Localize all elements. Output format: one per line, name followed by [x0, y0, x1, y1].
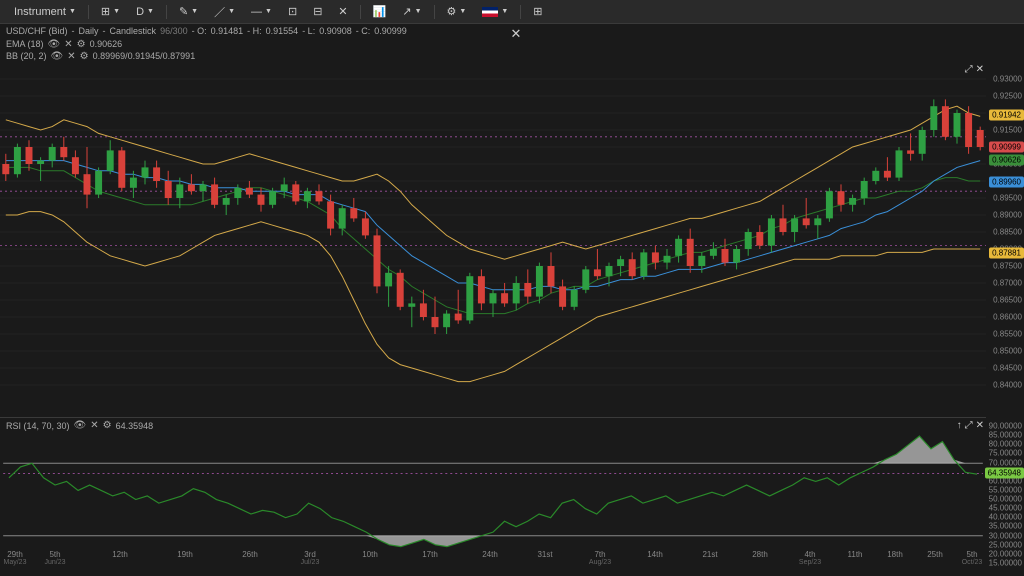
shape-btn[interactable]: ⊟ — [307, 2, 328, 21]
rsi-panel-close-icon[interactable]: ✕ — [976, 420, 984, 431]
rsi-chart[interactable]: ↑ ⤢ ✕ — [0, 417, 986, 572]
bb-info: BB (20, 2) 👁 ✕ ⚙ 0.89969/0.91945/0.87991 — [0, 50, 1024, 62]
bb-visibility-icon[interactable]: 👁 — [51, 51, 64, 62]
close-icon[interactable]: ✕ — [508, 26, 524, 42]
draw-btn[interactable]: ✎ ▼ — [173, 2, 204, 21]
bb-settings-icon[interactable]: ⚙ — [80, 51, 89, 62]
line-btn[interactable]: ／ ▼ — [208, 1, 241, 23]
rsi-settings-icon[interactable]: ⚙ — [103, 420, 112, 431]
instrument-dropdown[interactable]: Instrument ▼ — [8, 3, 82, 21]
rsi-up-icon[interactable]: ↑ — [957, 420, 962, 431]
expand-icon[interactable]: ⤢ — [965, 64, 973, 75]
rsi-info: RSI (14, 70, 30) 👁 ✕ ⚙ 64.35948 — [6, 420, 153, 431]
timeframe-btn[interactable]: D ▼ — [130, 3, 160, 21]
layout-btn[interactable]: ⊞ — [527, 2, 548, 21]
share-btn[interactable]: ↗ ▼ — [396, 2, 427, 21]
crosshair-btn[interactable]: ✕ — [332, 2, 353, 21]
ema-visibility-icon[interactable]: 👁 — [48, 39, 61, 50]
price-y-axis: 0.930000.925000.920000.915000.910000.905… — [986, 62, 1024, 402]
rsi-close-icon[interactable]: ✕ — [90, 420, 98, 431]
toolbar: Instrument ▼ ⊞ ▼ D ▼ ✎ ▼ ／ ▼ — ▼ ⊡ ⊟ ✕ 📊… — [0, 0, 1024, 24]
text-btn[interactable]: — ▼ — [245, 3, 278, 21]
candle-type-btn[interactable]: ⊞ ▼ — [95, 2, 126, 21]
rsi-y-axis: 90.0000085.0000080.0000075.0000070.00000… — [986, 417, 1024, 572]
panel-close-icon[interactable]: ✕ — [976, 64, 984, 75]
settings-btn[interactable]: ⚙ ▼ — [441, 2, 473, 21]
ema-close-icon[interactable]: ✕ — [64, 39, 72, 50]
flag-btn[interactable]: ▼ — [476, 4, 514, 20]
rsi-visibility-icon[interactable]: 👁 — [74, 420, 87, 431]
fib-btn[interactable]: ⊡ — [282, 2, 303, 21]
bb-close-icon[interactable]: ✕ — [67, 51, 75, 62]
rsi-expand-icon[interactable]: ⤢ — [965, 420, 973, 431]
ema-settings-icon[interactable]: ⚙ — [77, 39, 86, 50]
indicators-btn[interactable]: 📊 — [367, 2, 393, 21]
price-chart[interactable]: ⤢ ✕ — [0, 62, 986, 402]
time-x-axis: 29thMay/235thJun/2312th19th26th3rdJul/23… — [0, 550, 986, 572]
